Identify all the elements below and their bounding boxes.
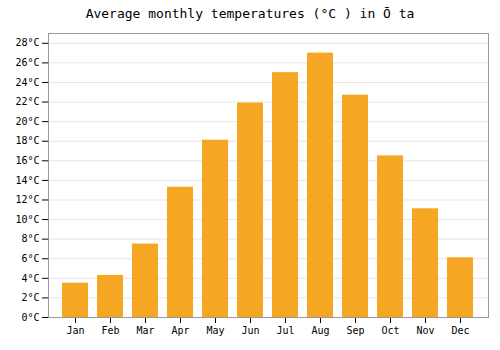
svg-text:Jul: Jul [276, 325, 294, 336]
svg-text:16°C: 16°C [15, 155, 39, 166]
svg-text:26°C: 26°C [15, 57, 39, 68]
svg-text:28°C: 28°C [15, 37, 39, 48]
svg-text:12°C: 12°C [15, 194, 39, 205]
svg-text:Sep: Sep [346, 325, 364, 336]
svg-text:Mar: Mar [136, 325, 154, 336]
svg-text:18°C: 18°C [15, 135, 39, 146]
svg-text:22°C: 22°C [15, 96, 39, 107]
svg-text:Jun: Jun [241, 325, 259, 336]
svg-text:Feb: Feb [101, 325, 119, 336]
svg-text:Nov: Nov [416, 325, 434, 336]
svg-text:6°C: 6°C [21, 253, 39, 264]
svg-text:4°C: 4°C [21, 273, 39, 284]
svg-text:10°C: 10°C [15, 214, 39, 225]
html-text:Average monthly temperatures (: Average monthly temperatures (°C ) in Ō … [85, 6, 415, 21]
svg-text:2°C: 2°C [21, 292, 39, 303]
svg-text:Oct: Oct [381, 325, 399, 336]
svg-text:Aug: Aug [311, 325, 329, 336]
svg-text:24°C: 24°C [15, 77, 39, 88]
svg-text:Apr: Apr [171, 325, 189, 336]
svg-text:20°C: 20°C [15, 116, 39, 127]
svg-text:Dec: Dec [451, 325, 469, 336]
svg-text:0°C: 0°C [21, 312, 39, 323]
svg-text:Jan: Jan [66, 325, 84, 336]
svg-text:May: May [206, 325, 224, 336]
svg-text:14°C: 14°C [15, 175, 39, 186]
svg-text:8°C: 8°C [21, 233, 39, 244]
